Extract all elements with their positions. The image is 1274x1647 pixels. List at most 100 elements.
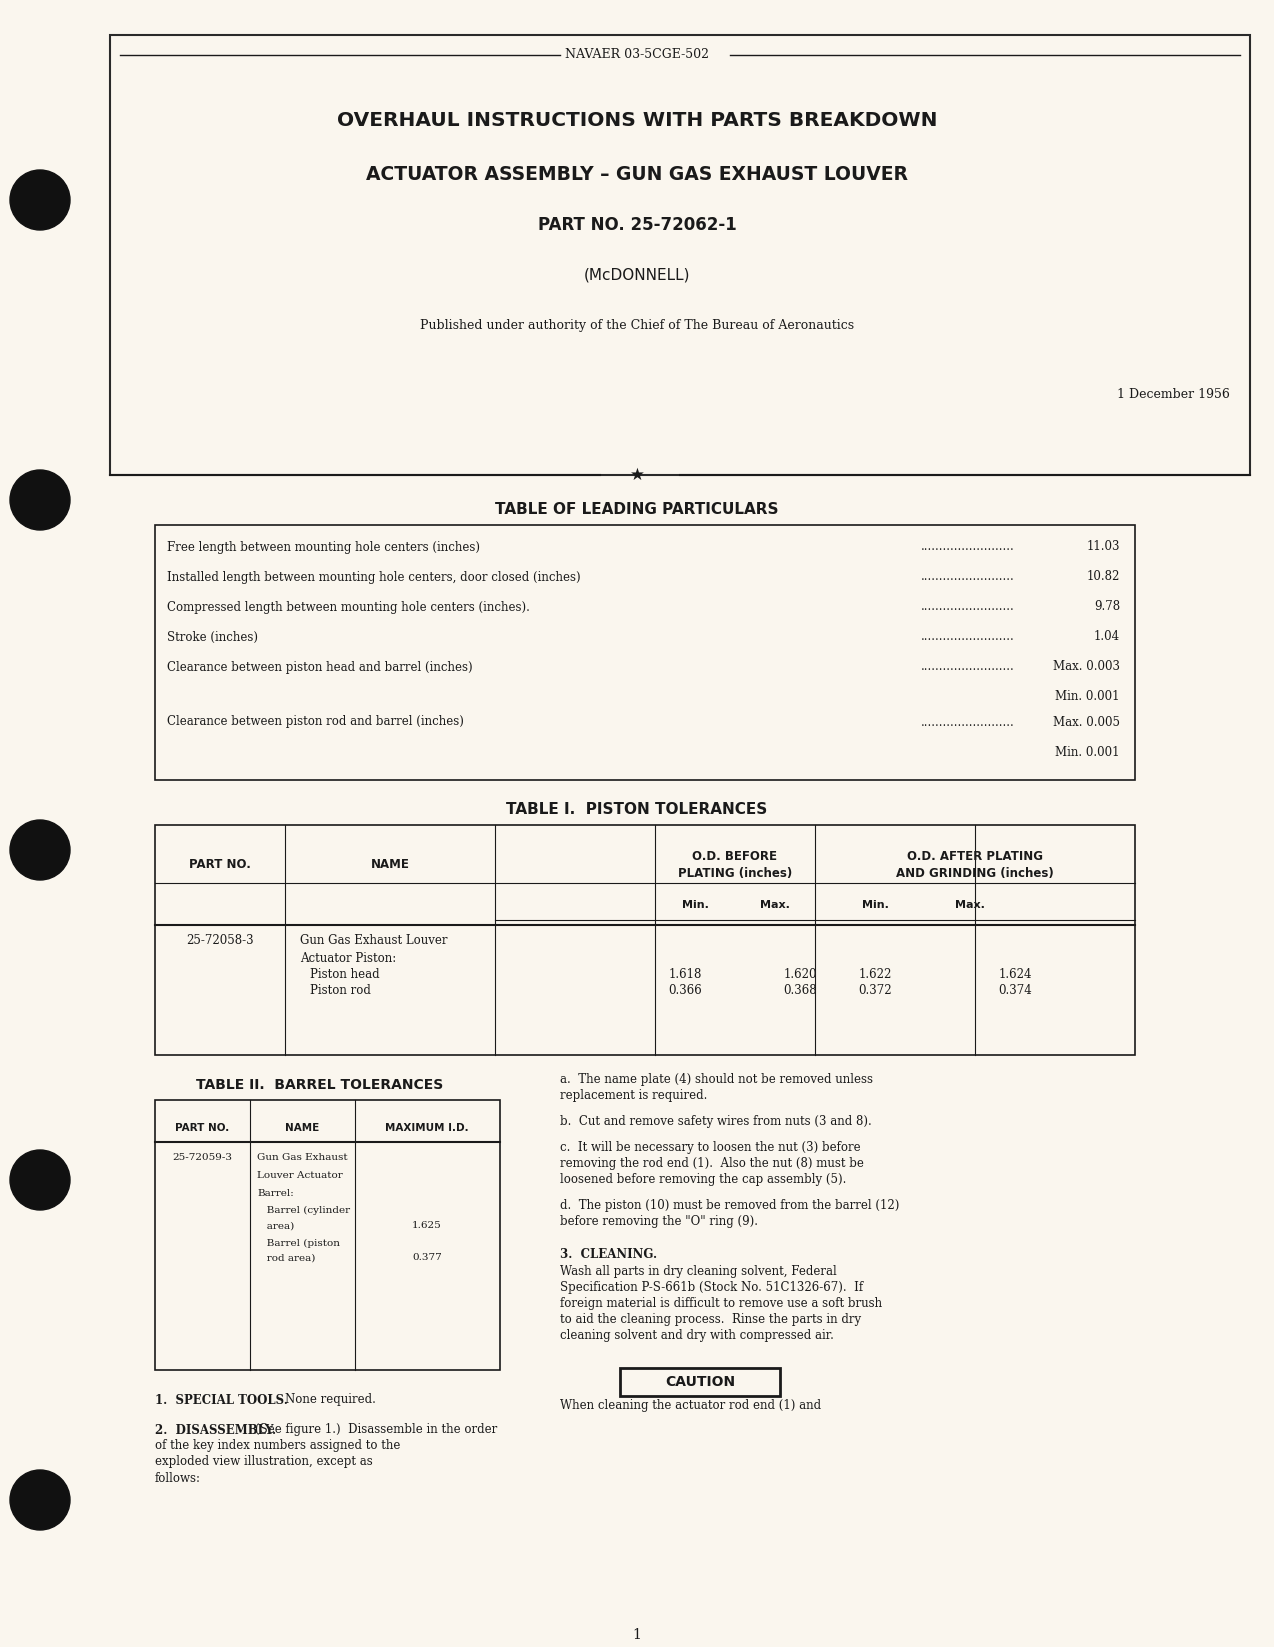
Bar <box>155 525 1135 781</box>
Text: When cleaning the actuator rod end (1) and: When cleaning the actuator rod end (1) a… <box>561 1400 822 1413</box>
Text: Barrel (piston: Barrel (piston <box>257 1239 340 1247</box>
Text: to aid the cleaning process.  Rinse the parts in dry: to aid the cleaning process. Rinse the p… <box>561 1314 861 1326</box>
Text: Piston rod: Piston rod <box>310 983 371 996</box>
Text: 1 December 1956: 1 December 1956 <box>1117 389 1229 402</box>
Text: NAME: NAME <box>371 858 409 871</box>
Text: 1.  SPECIAL TOOLS.: 1. SPECIAL TOOLS. <box>155 1393 288 1407</box>
Text: Piston head: Piston head <box>310 968 380 982</box>
Text: TABLE II.  BARREL TOLERANCES: TABLE II. BARREL TOLERANCES <box>196 1079 443 1092</box>
Bar <box>155 1100 499 1370</box>
Text: 0.377: 0.377 <box>412 1253 442 1263</box>
Text: .........................: ......................... <box>921 660 1015 674</box>
Text: Max. 0.005: Max. 0.005 <box>1054 715 1120 728</box>
Text: 0.368: 0.368 <box>784 983 817 996</box>
Text: rod area): rod area) <box>257 1253 316 1263</box>
Text: Min. 0.001: Min. 0.001 <box>1055 746 1120 759</box>
Text: Clearance between piston rod and barrel (inches): Clearance between piston rod and barrel … <box>167 715 464 728</box>
Text: 1.618: 1.618 <box>669 968 702 982</box>
Text: None required.: None required. <box>285 1393 376 1407</box>
Circle shape <box>10 1150 70 1211</box>
Text: Clearance between piston head and barrel (inches): Clearance between piston head and barrel… <box>167 660 473 674</box>
Text: 1.624: 1.624 <box>999 968 1032 982</box>
Text: 25-72059-3: 25-72059-3 <box>172 1153 232 1163</box>
Text: exploded view illustration, except as: exploded view illustration, except as <box>155 1456 373 1469</box>
Text: 25-72058-3: 25-72058-3 <box>186 934 254 947</box>
Circle shape <box>10 469 70 530</box>
Text: Max.: Max. <box>956 899 985 911</box>
Text: .........................: ......................... <box>921 715 1015 728</box>
Text: .........................: ......................... <box>921 631 1015 644</box>
Text: CAUTION: CAUTION <box>665 1375 735 1388</box>
Text: Louver Actuator: Louver Actuator <box>257 1171 343 1181</box>
Text: 0.372: 0.372 <box>859 983 892 996</box>
Text: O.D. AFTER PLATING: O.D. AFTER PLATING <box>907 850 1043 863</box>
Text: foreign material is difficult to remove use a soft brush: foreign material is difficult to remove … <box>561 1298 882 1311</box>
Text: 1: 1 <box>633 1627 641 1642</box>
Text: .........................: ......................... <box>921 540 1015 553</box>
Text: PLATING (inches): PLATING (inches) <box>678 866 792 879</box>
Text: cleaning solvent and dry with compressed air.: cleaning solvent and dry with compressed… <box>561 1329 834 1342</box>
Bar <box>155 825 1135 1056</box>
Text: d.  The piston (10) must be removed from the barrel (12): d. The piston (10) must be removed from … <box>561 1199 899 1212</box>
Text: Max.: Max. <box>761 899 790 911</box>
Text: follows:: follows: <box>155 1471 201 1484</box>
Text: PART NO.: PART NO. <box>175 1123 229 1133</box>
Text: OVERHAUL INSTRUCTIONS WITH PARTS BREAKDOWN: OVERHAUL INSTRUCTIONS WITH PARTS BREAKDO… <box>336 110 938 130</box>
Text: .........................: ......................... <box>921 570 1015 583</box>
Text: c.  It will be necessary to loosen the nut (3) before: c. It will be necessary to loosen the nu… <box>561 1141 861 1155</box>
Text: of the key index numbers assigned to the: of the key index numbers assigned to the <box>155 1439 400 1453</box>
Text: Actuator Piston:: Actuator Piston: <box>299 952 396 965</box>
Text: 1.620: 1.620 <box>784 968 817 982</box>
Text: before removing the "O" ring (9).: before removing the "O" ring (9). <box>561 1215 758 1229</box>
Circle shape <box>10 820 70 879</box>
Text: ACTUATOR ASSEMBLY – GUN GAS EXHAUST LOUVER: ACTUATOR ASSEMBLY – GUN GAS EXHAUST LOUV… <box>366 165 908 184</box>
Text: removing the rod end (1).  Also the nut (8) must be: removing the rod end (1). Also the nut (… <box>561 1158 864 1171</box>
Bar <box>110 35 1250 474</box>
Text: Free length between mounting hole centers (inches): Free length between mounting hole center… <box>167 540 480 553</box>
Text: a.  The name plate (4) should not be removed unless: a. The name plate (4) should not be remo… <box>561 1074 873 1087</box>
Text: Compressed length between mounting hole centers (inches).: Compressed length between mounting hole … <box>167 601 530 613</box>
Text: NAME: NAME <box>285 1123 318 1133</box>
Text: Wash all parts in dry cleaning solvent, Federal: Wash all parts in dry cleaning solvent, … <box>561 1265 837 1278</box>
Text: replacement is required.: replacement is required. <box>561 1090 707 1102</box>
Text: (See figure 1.)  Disassemble in the order: (See figure 1.) Disassemble in the order <box>255 1423 497 1436</box>
Text: Specification P-S-661b (Stock No. 51C1326-67).  If: Specification P-S-661b (Stock No. 51C132… <box>561 1281 862 1295</box>
Circle shape <box>10 170 70 231</box>
Text: 3.  CLEANING.: 3. CLEANING. <box>561 1247 657 1260</box>
Text: Installed length between mounting hole centers, door closed (inches): Installed length between mounting hole c… <box>167 570 581 583</box>
Text: PART NO. 25-72062-1: PART NO. 25-72062-1 <box>538 216 736 234</box>
Text: PART NO.: PART NO. <box>189 858 251 871</box>
Text: AND GRINDING (inches): AND GRINDING (inches) <box>896 866 1054 879</box>
Text: Barrel (cylinder: Barrel (cylinder <box>257 1206 350 1214</box>
Text: Gun Gas Exhaust: Gun Gas Exhaust <box>257 1153 348 1163</box>
Text: .........................: ......................... <box>921 601 1015 613</box>
Text: Max. 0.003: Max. 0.003 <box>1054 660 1120 674</box>
Text: Gun Gas Exhaust Louver: Gun Gas Exhaust Louver <box>299 934 447 947</box>
Text: 1.04: 1.04 <box>1094 631 1120 644</box>
Text: Stroke (inches): Stroke (inches) <box>167 631 259 644</box>
Text: TABLE OF LEADING PARTICULARS: TABLE OF LEADING PARTICULARS <box>496 502 778 517</box>
Text: 0.366: 0.366 <box>668 983 702 996</box>
Circle shape <box>10 1471 70 1530</box>
Text: 10.82: 10.82 <box>1087 570 1120 583</box>
Text: ★: ★ <box>629 466 645 484</box>
Text: (McDONNELL): (McDONNELL) <box>583 267 691 283</box>
Text: MAXIMUM I.D.: MAXIMUM I.D. <box>385 1123 469 1133</box>
Text: 1.622: 1.622 <box>859 968 892 982</box>
Text: Published under authority of the Chief of The Bureau of Aeronautics: Published under authority of the Chief o… <box>420 318 854 331</box>
Text: Min.: Min. <box>682 899 708 911</box>
Text: TABLE I.  PISTON TOLERANCES: TABLE I. PISTON TOLERANCES <box>506 802 768 817</box>
Text: area): area) <box>257 1222 294 1230</box>
Text: loosened before removing the cap assembly (5).: loosened before removing the cap assembl… <box>561 1174 846 1186</box>
Text: b.  Cut and remove safety wires from nuts (3 and 8).: b. Cut and remove safety wires from nuts… <box>561 1115 871 1128</box>
Bar <box>620 1369 780 1397</box>
Text: 0.374: 0.374 <box>998 983 1032 996</box>
Text: Barrel:: Barrel: <box>257 1189 294 1199</box>
Text: 1.625: 1.625 <box>412 1222 442 1230</box>
Text: 9.78: 9.78 <box>1094 601 1120 613</box>
Text: O.D. BEFORE: O.D. BEFORE <box>693 850 777 863</box>
Text: NAVAER 03-5CGE-502: NAVAER 03-5CGE-502 <box>564 48 710 61</box>
Text: Min.: Min. <box>861 899 888 911</box>
Text: 2.  DISASSEMBLY.: 2. DISASSEMBLY. <box>155 1423 276 1436</box>
Text: 11.03: 11.03 <box>1087 540 1120 553</box>
